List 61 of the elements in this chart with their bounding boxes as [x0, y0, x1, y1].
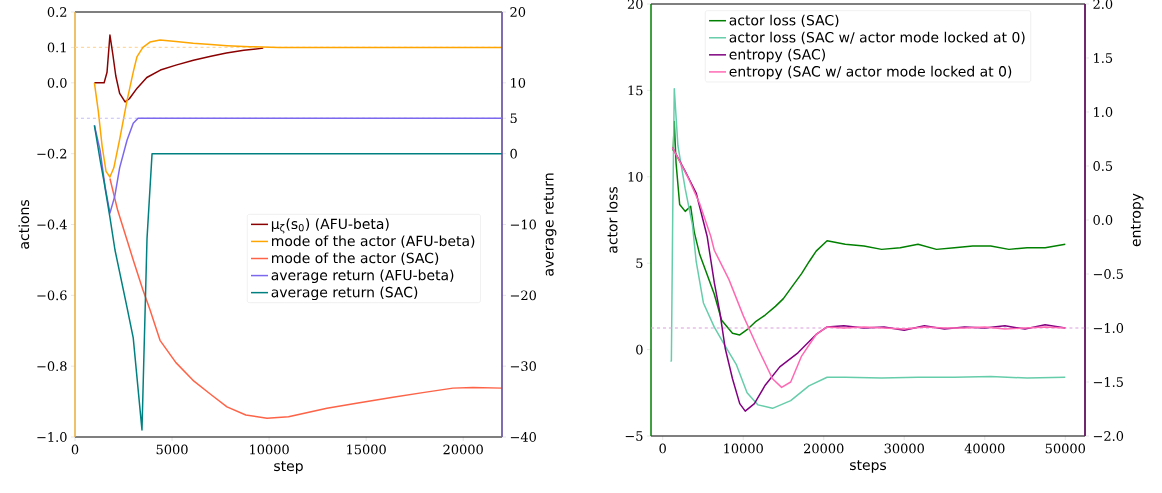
- y2-tick-label: −10: [510, 219, 536, 230]
- line-series: [109, 177, 502, 419]
- y-tick-label: 10: [628, 171, 643, 182]
- y-tick-label: −0.6: [37, 290, 67, 301]
- y2-axis-title: entropy: [1130, 193, 1144, 247]
- legend-label: μ$_{ζ}$(s$_{0}$) (AFU-beta): [271, 218, 389, 234]
- legend-label: actor loss (SAC w/ actor mode locked at 0): [729, 31, 1025, 45]
- x-tick-label: 30000: [884, 443, 924, 454]
- x-tick-label: 50000: [1045, 443, 1086, 454]
- y2-tick-label: −20: [510, 290, 536, 301]
- y2-tick-label: −40: [510, 432, 536, 442]
- legend-label: mode of the actor (AFU-beta): [272, 235, 475, 248]
- x-tick-label: 15000: [347, 444, 386, 455]
- y-tick-label: 20: [627, 0, 643, 9]
- y2-tick-label: 0.0: [1093, 215, 1113, 225]
- y2-tick-label: 2.0: [1093, 0, 1113, 9]
- x-tick-label: 0: [71, 444, 79, 455]
- y-tick-label: −0.4: [37, 219, 67, 230]
- y2-tick-label: −2.0: [1093, 431, 1124, 441]
- y-tick-label: 0.1: [47, 42, 66, 53]
- y2-tick-label: −1.0: [1093, 323, 1124, 333]
- y-tick-label: −0.8: [37, 361, 67, 372]
- y2-tick-label: 0.5: [1093, 161, 1113, 171]
- y-tick-label: 0: [636, 344, 643, 355]
- y-axis-title: actor loss: [606, 187, 618, 253]
- y2-tick-label: 20: [510, 7, 526, 17]
- legend-label: entropy (SAC): [729, 48, 825, 63]
- y-tick-label: 15: [628, 85, 643, 96]
- y2-axis-title: average return: [543, 173, 557, 276]
- legend-label: mode of the actor (SAC): [272, 252, 439, 265]
- x-tick-label: 20000: [804, 443, 844, 454]
- legend-label: average return (SAC): [271, 286, 418, 301]
- x-tick-label: 5000: [156, 444, 188, 455]
- y2-tick-label: −30: [510, 361, 536, 372]
- y-tick-label: 0.2: [47, 7, 67, 17]
- x-tick-label: 10000: [724, 443, 763, 454]
- line-series: [93, 34, 265, 103]
- x-axis-title: steps: [850, 460, 887, 473]
- x-axis-title: step: [274, 461, 303, 474]
- x-tick-label: 20000: [443, 444, 483, 455]
- y2-tick-label: −0.5: [1093, 269, 1123, 279]
- y-tick-label: −1.0: [37, 432, 67, 442]
- y-tick-label: −0.2: [37, 148, 67, 159]
- y2-tick-label: 1.5: [1094, 53, 1113, 63]
- x-tick-label: 10000: [250, 444, 289, 455]
- legend-label: average return (AFU-beta): [271, 269, 454, 284]
- y2-tick-label: −1.5: [1093, 377, 1123, 387]
- y-tick-label: 0.0: [47, 77, 67, 88]
- x-tick-label: 0: [659, 443, 666, 454]
- y2-tick-label: 0: [510, 148, 517, 159]
- line-series: [669, 87, 1067, 410]
- y-tick-label: 5: [636, 258, 643, 269]
- legend-label: entropy (SAC w/ actor mode locked at 0): [729, 65, 1012, 80]
- y-tick-label: −5: [625, 431, 643, 441]
- x-tick-label: 40000: [964, 443, 1005, 454]
- y-axis-title: actions: [18, 200, 30, 249]
- legend-label: actor loss (SAC): [729, 14, 839, 28]
- y2-tick-label: 10: [511, 77, 526, 88]
- y2-tick-label: 1.0: [1094, 107, 1113, 117]
- line-series: [93, 124, 502, 431]
- y2-tick-label: 5: [510, 113, 517, 124]
